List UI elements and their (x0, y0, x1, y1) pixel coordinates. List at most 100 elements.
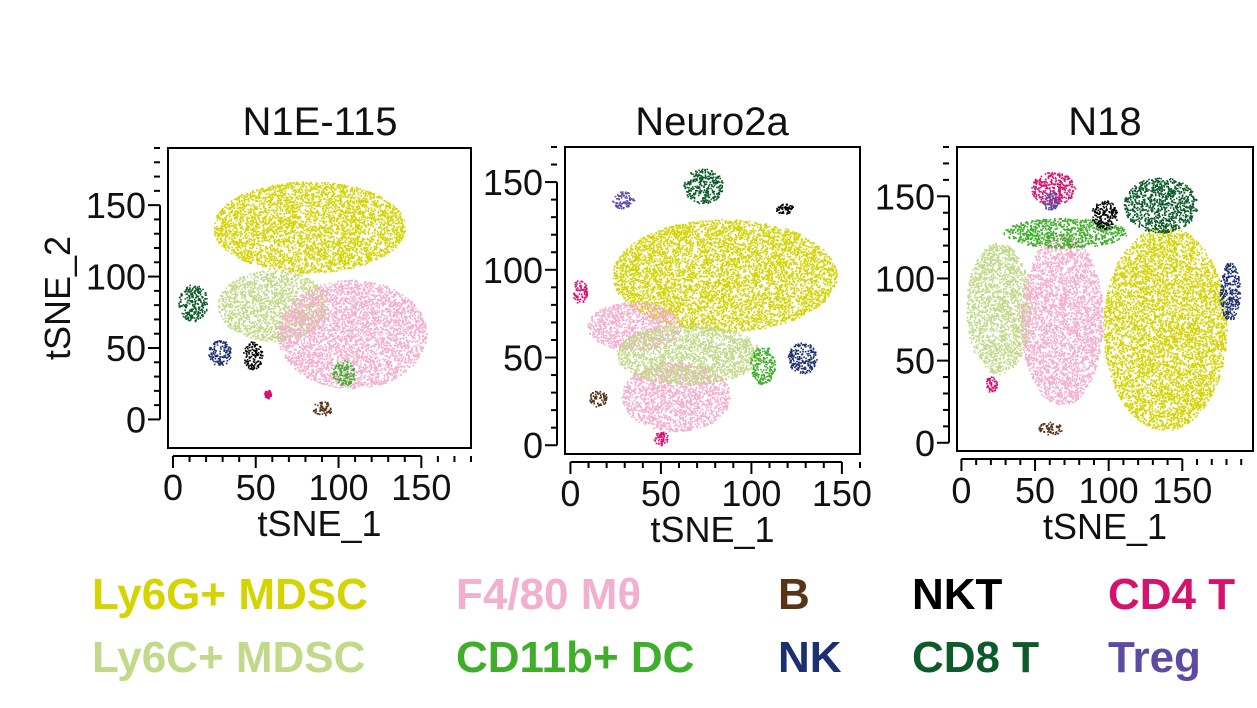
data-point (300, 245, 302, 247)
data-point (224, 217, 226, 219)
data-point (294, 189, 296, 191)
data-point (379, 206, 381, 208)
data-point (259, 212, 261, 214)
data-point (402, 223, 404, 225)
data-point (252, 199, 254, 201)
data-point (243, 238, 245, 240)
data-point (293, 207, 295, 209)
data-point (322, 184, 324, 186)
data-point (339, 238, 341, 240)
data-point (267, 315, 269, 317)
data-point (235, 252, 237, 254)
data-point (338, 207, 340, 209)
data-point (401, 226, 403, 228)
data-point (368, 255, 370, 257)
data-point (304, 253, 306, 255)
data-point (361, 257, 363, 259)
data-point (231, 200, 233, 202)
data-point (263, 331, 265, 333)
data-point (340, 215, 342, 217)
data-point (289, 212, 291, 214)
data-point (375, 257, 377, 259)
data-point (292, 224, 294, 226)
data-point (394, 208, 396, 210)
data-point (354, 197, 356, 199)
data-point (255, 228, 257, 230)
data-point (392, 250, 394, 252)
data-point (250, 232, 252, 234)
data-point (231, 235, 233, 237)
data-point (257, 260, 259, 262)
data-point (297, 240, 299, 242)
data-point (294, 226, 296, 228)
data-point (307, 263, 309, 265)
data-point (223, 245, 225, 247)
data-point (376, 254, 378, 256)
data-point (248, 333, 250, 335)
data-point (267, 324, 269, 326)
data-point (274, 333, 276, 335)
data-point (363, 211, 365, 213)
data-point (241, 313, 243, 315)
data-point (305, 189, 307, 191)
data-point (390, 203, 392, 205)
data-point (309, 240, 311, 242)
data-point (247, 235, 249, 237)
data-point (256, 237, 258, 239)
data-point (353, 201, 355, 203)
data-point (258, 194, 260, 196)
data-point (340, 237, 342, 239)
data-point (271, 209, 273, 211)
data-point (375, 203, 377, 205)
data-point (310, 238, 312, 240)
data-point (311, 246, 313, 248)
data-point (292, 221, 294, 223)
data-point (274, 320, 276, 322)
data-point (233, 215, 235, 217)
data-point (274, 239, 276, 241)
data-point (289, 232, 291, 234)
data-point (328, 192, 330, 194)
data-point (218, 217, 220, 219)
data-point (269, 201, 271, 203)
data-point (356, 208, 358, 210)
data-point (348, 196, 350, 198)
data-point (278, 266, 280, 268)
data-point (312, 243, 314, 245)
data-point (285, 241, 287, 243)
data-point (276, 252, 278, 254)
data-point (261, 254, 263, 256)
data-point (267, 298, 269, 300)
data-point (370, 243, 372, 245)
data-point (266, 316, 268, 318)
data-point (245, 206, 247, 208)
data-point (296, 203, 298, 205)
data-point (276, 231, 278, 233)
data-point (353, 232, 355, 234)
data-point (362, 206, 364, 208)
data-point (294, 235, 296, 237)
data-point (276, 194, 278, 196)
data-point (234, 251, 236, 253)
data-point (306, 187, 308, 189)
data-point (270, 207, 272, 209)
data-point (251, 256, 253, 258)
data-point (236, 322, 238, 324)
data-point (343, 227, 345, 229)
data-point (316, 270, 318, 272)
data-point (350, 188, 352, 190)
data-point (274, 268, 276, 270)
data-point (364, 247, 366, 249)
data-point (277, 294, 279, 296)
data-point (242, 203, 244, 205)
data-point (261, 188, 263, 190)
data-point (283, 197, 285, 199)
data-point (325, 201, 327, 203)
data-point (231, 204, 233, 206)
data-point (258, 292, 260, 294)
data-point (350, 198, 352, 200)
data-point (269, 219, 271, 221)
data-point (380, 226, 382, 228)
data-point (382, 211, 384, 213)
data-point (241, 251, 243, 253)
